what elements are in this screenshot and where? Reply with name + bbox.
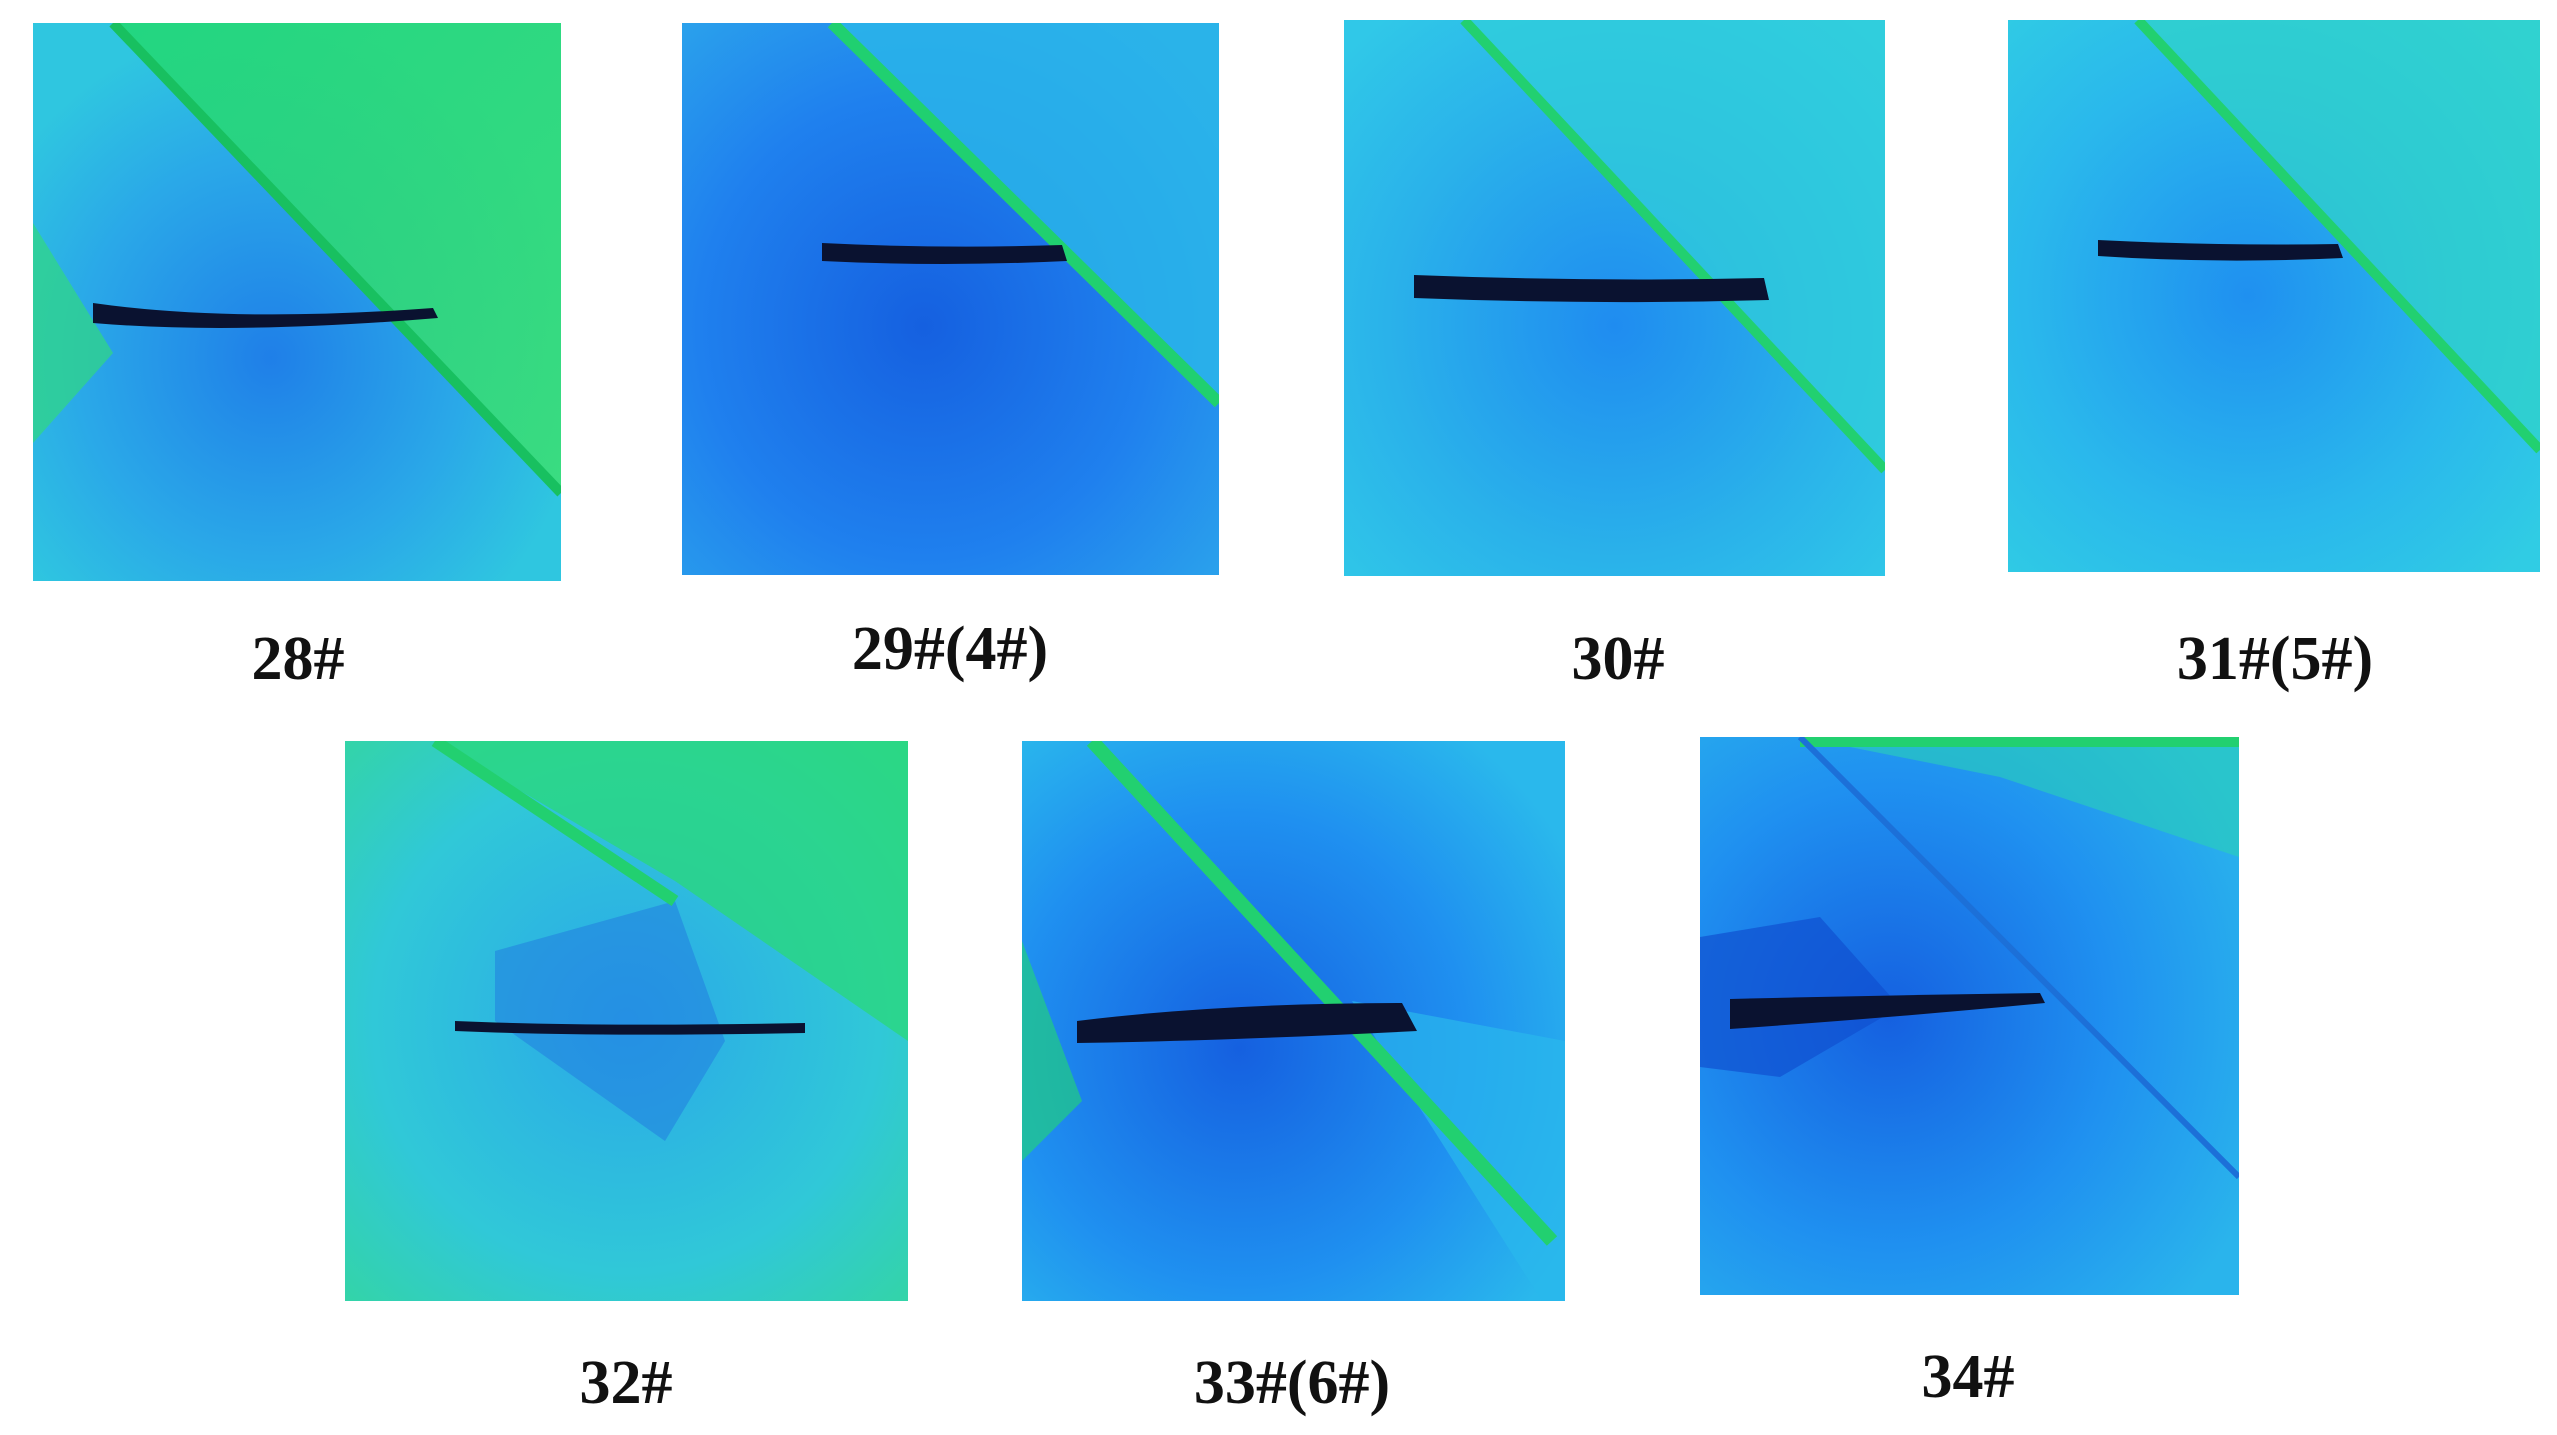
strain-field-image-31 bbox=[2008, 20, 2540, 572]
crack-33 bbox=[1077, 1003, 1417, 1043]
crack-32 bbox=[455, 1021, 805, 1035]
caption-28: 28# bbox=[251, 625, 345, 693]
strain-field-image-33 bbox=[1022, 741, 1565, 1301]
crack-31 bbox=[2098, 240, 2343, 261]
panel-30 bbox=[1344, 20, 1885, 576]
crack-34 bbox=[1730, 993, 2045, 1029]
crack-28 bbox=[93, 303, 438, 328]
caption-29: 29#(4#) bbox=[851, 615, 1049, 683]
panel-28 bbox=[33, 23, 561, 581]
strain-field-image-34 bbox=[1700, 737, 2239, 1295]
panel-31 bbox=[2008, 20, 2540, 572]
strain-field-image-29 bbox=[682, 23, 1219, 575]
crack-29 bbox=[822, 243, 1067, 264]
panel-32 bbox=[345, 741, 908, 1301]
panel-34 bbox=[1700, 737, 2239, 1295]
strain-field-image-28 bbox=[33, 23, 561, 581]
caption-30: 30# bbox=[1571, 625, 1665, 693]
panel-29 bbox=[682, 23, 1219, 575]
caption-34: 34# bbox=[1921, 1343, 2015, 1411]
crack-30 bbox=[1414, 275, 1769, 303]
panel-33 bbox=[1022, 741, 1565, 1301]
caption-31: 31#(5#) bbox=[2176, 625, 2374, 693]
strain-field-image-30 bbox=[1344, 20, 1885, 576]
caption-33: 33#(6#) bbox=[1193, 1349, 1391, 1417]
strain-field-image-32 bbox=[345, 741, 908, 1301]
caption-32: 32# bbox=[579, 1349, 673, 1417]
